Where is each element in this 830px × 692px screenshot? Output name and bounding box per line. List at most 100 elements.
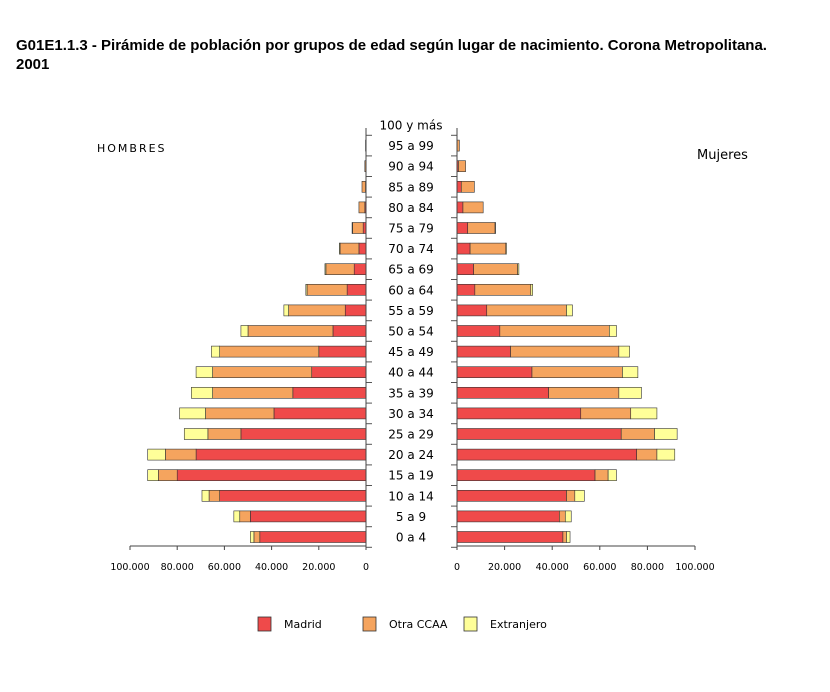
x-tick-label-right: 0 (454, 562, 460, 573)
bar-hombres-madrid-6 (358, 242, 367, 255)
bar-mujeres-otra-ccaa-12 (531, 366, 623, 379)
bar-hombres-extranjero-15 (183, 428, 209, 440)
x-tick-label-right: 40.000 (536, 562, 569, 573)
bar-hombres-otra-ccaa-12 (212, 366, 313, 379)
x-tick-label-left: 60.000 (208, 562, 241, 573)
bar-mujeres-otra-ccaa-7 (473, 263, 518, 276)
bar-hombres-otra-ccaa-20 (253, 531, 261, 543)
bar-hombres-madrid-11 (318, 345, 367, 358)
bar-hombres-otra-ccaa-16 (165, 448, 197, 461)
bar-hombres-otra-ccaa-19 (239, 510, 251, 523)
bar-mujeres-extranjero-12 (622, 366, 639, 379)
bar-mujeres-otra-ccaa-14 (580, 407, 632, 420)
age-label: 45 a 49 (388, 345, 434, 359)
bar-hombres-otra-ccaa-10 (247, 325, 334, 337)
title-line-2: 2001 (16, 56, 50, 73)
x-tick-label-right: 60.000 (583, 562, 616, 573)
bar-mujeres-madrid-11 (456, 345, 511, 358)
bar-mujeres-extranjero-19 (564, 510, 572, 523)
age-label: 35 a 39 (388, 386, 434, 400)
bar-hombres-otra-ccaa-5 (352, 222, 364, 234)
bar-hombres-madrid-17 (176, 469, 367, 482)
bar-mujeres-madrid-15 (456, 428, 622, 440)
bar-hombres-extranjero-12 (195, 366, 213, 379)
age-group-labels: 100 y más 95 a 99 90 a 94 85 a 89 80 a 84 75 … (380, 119, 443, 545)
bar-mujeres-madrid-7 (456, 263, 474, 276)
bar-mujeres-extranjero-10 (609, 325, 617, 337)
bar-hombres-otra-ccaa-7 (325, 263, 355, 276)
bar-mujeres-extranjero-13 (618, 386, 642, 399)
bar-mujeres-otra-ccaa-10 (499, 325, 610, 337)
age-label: 25 a 29 (388, 428, 434, 442)
bar-hombres-otra-ccaa-13 (212, 386, 294, 399)
bar-hombres-madrid-15 (240, 428, 367, 440)
x-tick-label-right: 80.000 (631, 562, 664, 573)
bar-hombres-otra-ccaa-8 (306, 283, 348, 296)
age-label: 55 a 59 (388, 304, 434, 318)
bar-mujeres-madrid-18 (456, 489, 567, 502)
axes (130, 128, 695, 548)
bar-mujeres-extranjero-14 (630, 407, 658, 420)
bar-mujeres-extranjero-6 (505, 242, 507, 255)
bar-mujeres-otra-ccaa-9 (486, 304, 567, 317)
bar-mujeres-otra-ccaa-4 (462, 201, 484, 214)
age-label: 60 a 64 (388, 283, 434, 297)
bar-mujeres-madrid-4 (456, 201, 464, 214)
legend-label-extranjero: Extranjero (490, 618, 547, 631)
bar-mujeres-madrid-13 (456, 386, 549, 399)
age-label: 40 a 44 (388, 366, 434, 380)
legend-label-otra-ccaa: Otra CCAA (389, 618, 448, 631)
bar-mujeres-otra-ccaa-17 (594, 469, 609, 482)
bar-hombres-madrid-19 (250, 510, 367, 523)
bar-hombres-extranjero-6 (339, 242, 341, 255)
bar-hombres-otra-ccaa-3 (361, 181, 366, 193)
bar-mujeres-otra-ccaa-16 (636, 448, 658, 461)
bar-hombres-otra-ccaa-4 (358, 201, 366, 214)
age-label: 95 a 99 (388, 139, 434, 153)
x-tick-labels: 100.000 80.000 60.000 40.000 20.000 0 0 20.000 4… (110, 546, 715, 573)
bar-mujeres-extranjero-7 (517, 263, 520, 276)
bar-mujeres-extranjero-20 (566, 531, 571, 543)
x-tick-label-left: 100.000 (110, 562, 149, 573)
bar-mujeres-madrid-5 (456, 222, 469, 234)
bar-hombres-madrid-16 (195, 448, 367, 461)
bar-hombres-extranjero-18 (201, 489, 210, 502)
bar-mujeres-madrid-20 (456, 531, 564, 543)
bar-hombres-otra-ccaa-17 (158, 469, 178, 482)
bar-hombres-otra-ccaa-9 (288, 304, 346, 317)
bar-hombres-extranjero-9 (283, 304, 289, 317)
hombres-bars (147, 139, 367, 543)
bar-hombres-extranjero-14 (179, 407, 206, 420)
bar-mujeres-madrid-10 (456, 325, 501, 337)
x-tick-label-left: 80.000 (161, 562, 194, 573)
age-label: 0 a 4 (396, 531, 426, 545)
x-tick-label-left: 40.000 (255, 562, 288, 573)
bar-hombres-madrid-7 (353, 263, 367, 276)
bar-mujeres-extranjero-11 (618, 345, 630, 358)
age-label: 85 a 89 (388, 180, 434, 194)
age-label: 80 a 84 (388, 201, 434, 215)
bar-mujeres-extranjero-8 (530, 283, 533, 296)
bar-hombres-extranjero-13 (191, 386, 213, 399)
hombres-label: HOMBRES (97, 142, 167, 155)
bar-hombres-extranjero-19 (233, 510, 241, 523)
age-label: 70 a 74 (388, 242, 434, 256)
bar-hombres-madrid-13 (292, 386, 367, 399)
bar-hombres-otra-ccaa-14 (205, 407, 275, 420)
bar-hombres-otra-ccaa-15 (207, 428, 242, 440)
legend: Madrid Otra CCAA Extranjero (257, 616, 547, 632)
bar-hombres-madrid-10 (332, 325, 367, 337)
bar-mujeres-otra-ccaa-20 (562, 531, 567, 543)
bar-mujeres-madrid-12 (456, 366, 533, 379)
bar-mujeres-otra-ccaa-19 (559, 510, 566, 523)
bar-hombres-extranjero-11 (211, 345, 220, 358)
x-tick-label-left: 0 (363, 562, 369, 573)
bar-mujeres-otra-ccaa-11 (510, 345, 620, 358)
age-label: 75 a 79 (388, 222, 434, 236)
bar-mujeres-extranjero-18 (574, 489, 585, 502)
bar-mujeres-otra-ccaa-8 (474, 283, 532, 296)
bar-hombres-madrid-12 (311, 366, 367, 379)
age-label: 15 a 19 (388, 469, 434, 483)
bar-mujeres-madrid-6 (456, 242, 471, 255)
mujeres-bars (456, 139, 678, 543)
